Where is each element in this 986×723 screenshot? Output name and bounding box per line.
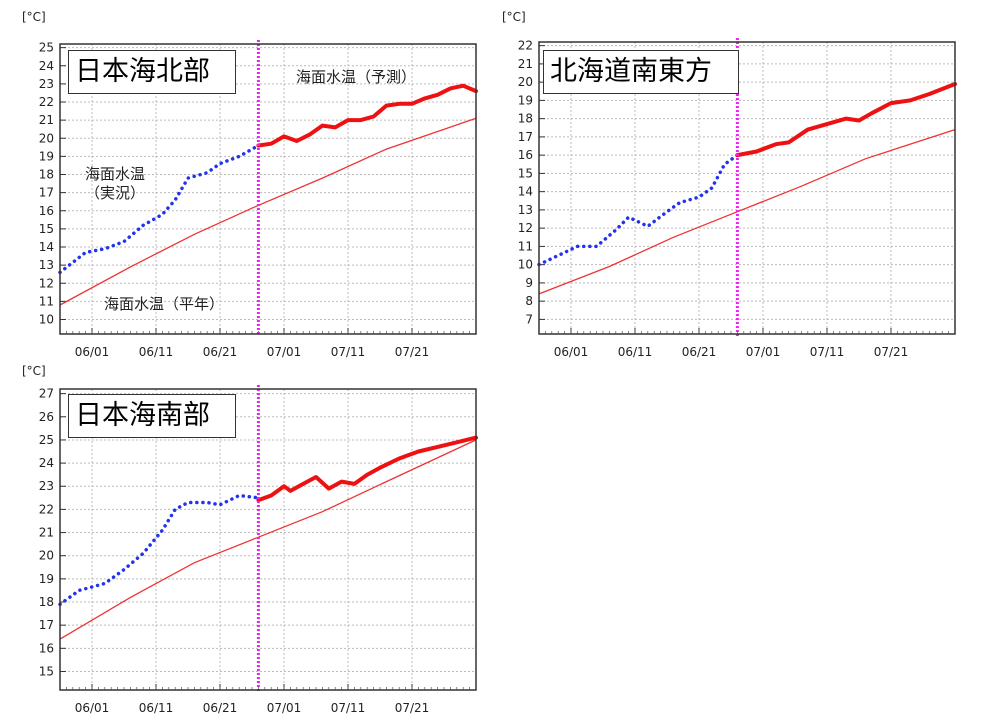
x-tick-label: 06/21 — [203, 701, 238, 715]
annotation-observed: 海面水温 （実況） — [85, 165, 146, 202]
annotation-forecast: 海面水温（予測） — [296, 68, 417, 86]
x-tick-label: 06/11 — [139, 345, 174, 359]
x-tick-label: 07/01 — [267, 701, 302, 715]
chart-title: 日本海北部 — [68, 50, 236, 94]
x-tick-label: 07/11 — [331, 345, 366, 359]
x-tick-label: 06/11 — [139, 701, 174, 715]
plot-frame — [538, 41, 956, 335]
y-tick-label: 17 — [518, 130, 533, 144]
y-tick-label: 18 — [518, 112, 533, 126]
y-tick-label: 16 — [518, 148, 533, 162]
y-tick-label: 12 — [39, 276, 54, 290]
y-tick-label: 26 — [39, 410, 54, 424]
x-tick-label: 07/11 — [810, 345, 845, 359]
y-tick-label: 24 — [39, 59, 54, 73]
y-tick-label: 22 — [39, 502, 54, 516]
y-tick-label: 21 — [518, 57, 533, 71]
chart-title: 日本海南部 — [68, 394, 236, 438]
y-tick-label: 19 — [39, 149, 54, 163]
x-tick-label: 07/11 — [331, 701, 366, 715]
y-tick-label: 20 — [518, 75, 533, 89]
y-tick-label: 11 — [39, 294, 54, 308]
y-tick-label: 20 — [39, 549, 54, 563]
x-tick-label: 06/01 — [75, 701, 110, 715]
chart-title: 北海道南東方 — [543, 50, 739, 94]
plot-area — [60, 389, 476, 690]
x-tick-label: 07/21 — [395, 701, 430, 715]
y-tick-label: 19 — [518, 93, 533, 107]
y-tick-label: 13 — [39, 258, 54, 272]
y-tick-label: 15 — [39, 222, 54, 236]
y-tick-label: 15 — [39, 664, 54, 678]
y-unit-label: [°C] — [502, 10, 526, 24]
chart-svg: 15 16 17 18 19 20 21 22 23 24 25 26 27 06/01 06/11 06/2… — [39, 385, 478, 715]
y-tick-label: 15 — [518, 166, 533, 180]
x-tick-label: 07/01 — [267, 345, 302, 359]
y-tick-label: 7 — [525, 312, 533, 326]
x-tick-label: 06/01 — [554, 345, 589, 359]
y-unit-label: [°C] — [22, 10, 46, 24]
y-tick-label: 12 — [518, 221, 533, 235]
y-tick-label: 21 — [39, 113, 54, 127]
y-tick-label: 16 — [39, 641, 54, 655]
y-tick-label: 24 — [39, 456, 54, 470]
y-tick-label: 23 — [39, 77, 54, 91]
y-tick-label: 16 — [39, 204, 54, 218]
y-tick-label: 20 — [39, 131, 54, 145]
y-unit-label: [°C] — [22, 364, 46, 378]
y-tick-label: 27 — [39, 387, 54, 401]
y-tick-label: 10 — [39, 313, 54, 327]
chart-panel-sea-of-japan-south: [°C] 15 16 17 18 19 20 21 22 23 24 25 26 27 06/01 06/1… — [0, 362, 490, 723]
x-tick-label: 07/21 — [874, 345, 909, 359]
series-observed-line — [537, 153, 740, 267]
y-tick-label: 19 — [39, 572, 54, 586]
y-tick-label: 25 — [39, 41, 54, 55]
x-tick-label: 06/21 — [682, 345, 717, 359]
y-tick-label: 17 — [39, 186, 54, 200]
chart-panel-sea-of-japan-north: [°C] 10 11 12 13 14 15 16 17 18 19 20 21 22 23 24 25 06/… — [0, 0, 490, 360]
x-tick-label: 07/01 — [746, 345, 781, 359]
plot-frame — [59, 43, 477, 335]
annotation-normal: 海面水温（平年） — [104, 295, 225, 313]
y-tick-label: 17 — [39, 618, 54, 632]
series-forecast-line — [256, 83, 478, 148]
series-forecast-line — [735, 82, 957, 158]
y-tick-label: 9 — [525, 276, 533, 290]
y-tick-label: 22 — [39, 95, 54, 109]
y-tick-label: 18 — [39, 595, 54, 609]
series-forecast-line — [256, 435, 478, 503]
y-tick-label: 8 — [525, 294, 533, 308]
y-tick-label: 23 — [39, 479, 54, 493]
y-tick-label: 25 — [39, 433, 54, 447]
y-tick-label: 18 — [39, 168, 54, 182]
y-tick-label: 14 — [39, 240, 54, 254]
x-tick-label: 06/01 — [75, 345, 110, 359]
x-tick-label: 06/21 — [203, 345, 238, 359]
y-tick-label: 14 — [518, 185, 533, 199]
x-tick-label: 06/11 — [618, 345, 653, 359]
y-tick-label: 22 — [518, 39, 533, 53]
series-observed-line — [58, 143, 261, 275]
y-tick-label: 10 — [518, 258, 533, 272]
y-tick-label: 21 — [39, 526, 54, 540]
series-observed-line — [58, 493, 261, 607]
x-tick-label: 07/21 — [395, 345, 430, 359]
plot-frame — [59, 388, 477, 691]
chart-panel-hokkaido-southeast: [°C] 7 8 9 10 11 12 13 14 15 16 17 18 19 20 21 22 06/01 0… — [500, 0, 986, 360]
y-tick-label: 13 — [518, 203, 533, 217]
y-tick-label: 11 — [518, 239, 533, 253]
